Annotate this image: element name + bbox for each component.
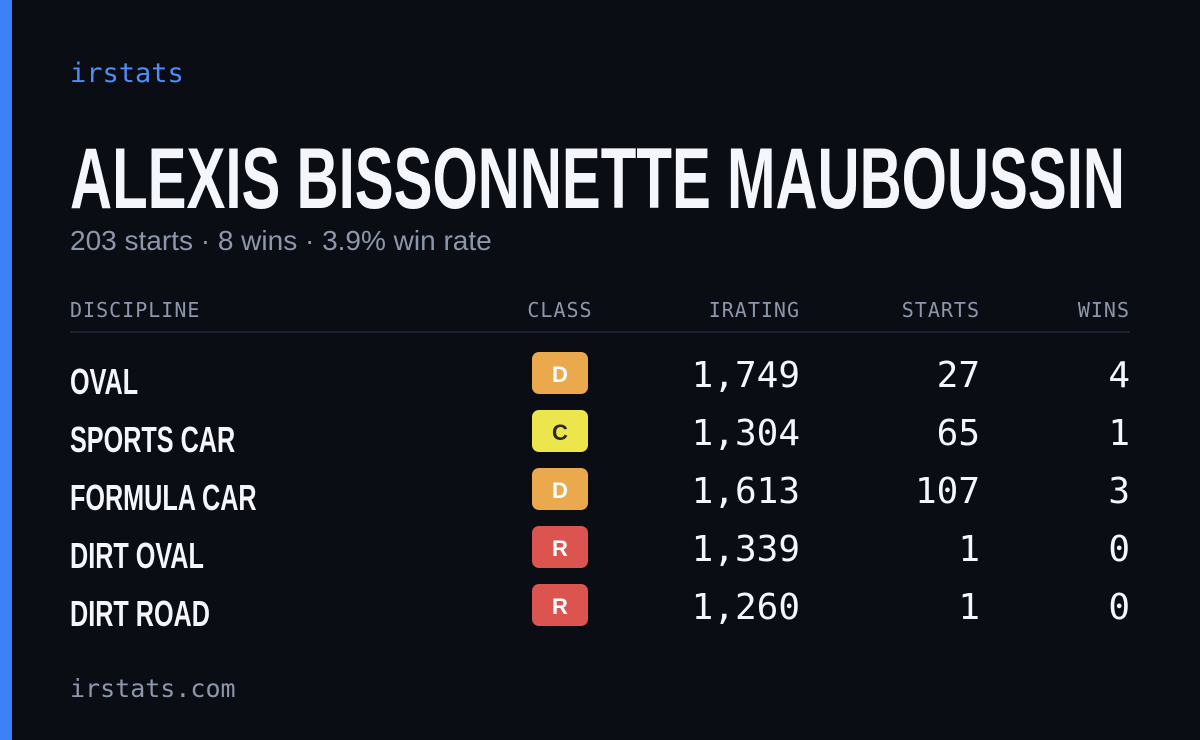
discipline: DIRT OVAL [70,536,204,577]
class-letter: D [552,362,568,387]
cell-irating: 1,304 [692,413,800,454]
cell-wins: 4 [1108,355,1130,396]
class-letter: R [552,594,568,619]
cell-wins: 3 [1108,471,1130,512]
footer: irstats.com [70,674,236,703]
discipline: SPORTS CAR [70,420,235,461]
brand: irstats [70,58,184,89]
column-header: CLASS [527,298,592,322]
column-header: IRATING [709,298,800,322]
driver-name: ALEXIS BISSONNETTE MAUBOUSSIN [70,131,1125,227]
cell-starts: 1 [958,587,980,628]
discipline: DIRT ROAD [70,594,210,635]
cell-starts: 107 [915,471,980,512]
cell-starts: 1 [958,529,980,570]
cell-irating: 1,749 [692,355,800,396]
discipline-wrap: DIRT OVAL [70,536,204,577]
cell-irating: 1,260 [692,587,800,628]
discipline-wrap: SPORTS CAR [70,420,235,461]
discipline-wrap: DIRT ROAD [70,594,210,635]
driver-summary: 203 starts · 8 wins · 3.9% win rate [70,225,492,256]
cell-wins: 0 [1108,529,1130,570]
discipline-wrap: FORMULA CAR [70,478,257,519]
cell-wins: 1 [1108,413,1130,454]
discipline: OVAL [70,362,138,403]
class-badge [532,352,588,394]
class-badge [532,468,588,510]
discipline-wrap: OVAL [70,362,138,403]
cell-starts: 65 [937,413,980,454]
discipline: FORMULA CAR [70,478,257,519]
class-badge [532,410,588,452]
class-badge [532,526,588,568]
class-badge [532,584,588,626]
class-letter: C [552,420,568,445]
class-letter: D [552,478,568,503]
cell-wins: 0 [1108,587,1130,628]
cell-irating: 1,613 [692,471,800,512]
cell-irating: 1,339 [692,529,800,570]
column-header: WINS [1078,298,1130,322]
accent-stripe [0,0,12,740]
column-header: DISCIPLINE [70,298,200,322]
column-header: STARTS [902,298,980,322]
cell-starts: 27 [937,355,980,396]
class-letter: R [552,536,568,561]
